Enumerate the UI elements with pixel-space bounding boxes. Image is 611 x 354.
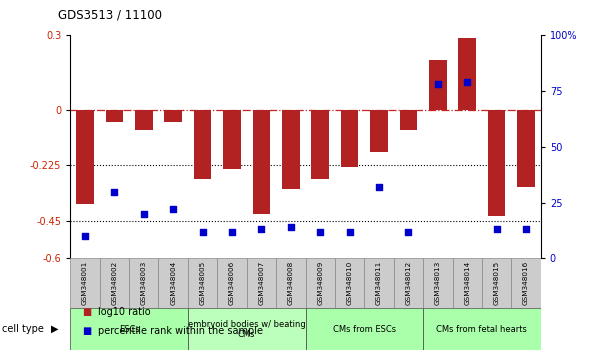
Bar [429, 60, 447, 110]
Bar [218, 258, 247, 308]
Bar [164, 110, 182, 122]
Text: GSM348008: GSM348008 [288, 261, 294, 305]
Bar [517, 110, 535, 187]
Text: GSM348005: GSM348005 [200, 261, 205, 305]
Point [109, 189, 119, 194]
Text: GSM348016: GSM348016 [523, 261, 529, 305]
Point [198, 229, 208, 234]
Bar [223, 110, 241, 169]
Text: GSM348007: GSM348007 [258, 261, 265, 305]
Point [315, 229, 325, 234]
Bar [158, 258, 188, 308]
Text: GSM348004: GSM348004 [170, 261, 176, 305]
Point [80, 233, 90, 239]
Point [227, 229, 237, 234]
Bar [252, 110, 270, 214]
Text: GSM348011: GSM348011 [376, 261, 382, 305]
Bar [400, 110, 417, 130]
Point [463, 79, 472, 85]
Point [492, 227, 502, 232]
Bar [364, 258, 393, 308]
Point [433, 82, 443, 87]
Bar [423, 258, 453, 308]
Text: CMs from fetal hearts: CMs from fetal hearts [436, 325, 527, 334]
Text: ▶: ▶ [51, 324, 58, 334]
Text: ESCs: ESCs [119, 325, 139, 334]
Bar [247, 258, 276, 308]
Point [139, 211, 148, 217]
Bar [70, 258, 100, 308]
Bar [188, 258, 218, 308]
Text: GSM348014: GSM348014 [464, 261, 470, 305]
Point [521, 227, 531, 232]
Bar [282, 110, 299, 189]
Bar [312, 110, 329, 179]
Text: embryoid bodies w/ beating
CMs: embryoid bodies w/ beating CMs [188, 320, 306, 339]
Text: GSM348012: GSM348012 [406, 261, 411, 305]
Bar [370, 110, 388, 152]
Point [286, 224, 296, 230]
Point [374, 184, 384, 190]
Text: log10 ratio: log10 ratio [98, 307, 150, 316]
Bar [100, 258, 129, 308]
Text: GSM348001: GSM348001 [82, 261, 88, 305]
Bar [511, 258, 541, 308]
Bar [106, 110, 123, 122]
Bar [335, 258, 364, 308]
Text: GSM348009: GSM348009 [317, 261, 323, 305]
Bar [276, 258, 306, 308]
Text: percentile rank within the sample: percentile rank within the sample [98, 326, 263, 336]
Bar [76, 110, 93, 204]
Point [168, 206, 178, 212]
Bar [70, 308, 188, 350]
Text: GDS3513 / 11100: GDS3513 / 11100 [58, 8, 162, 21]
Text: cell type: cell type [2, 324, 44, 334]
Bar [306, 258, 335, 308]
Bar [393, 258, 423, 308]
Text: CMs from ESCs: CMs from ESCs [333, 325, 396, 334]
Bar [488, 110, 505, 216]
Bar [482, 258, 511, 308]
Text: GSM348003: GSM348003 [141, 261, 147, 305]
Text: GSM348002: GSM348002 [111, 261, 117, 305]
Bar [135, 110, 153, 130]
Point [257, 227, 266, 232]
Bar [194, 110, 211, 179]
Bar [423, 308, 541, 350]
Bar [129, 258, 158, 308]
Point [345, 229, 354, 234]
Text: ■: ■ [82, 307, 92, 316]
Text: GSM348006: GSM348006 [229, 261, 235, 305]
Bar [453, 258, 482, 308]
Bar [341, 110, 359, 167]
Text: ■: ■ [82, 326, 92, 336]
Bar [458, 38, 476, 110]
Bar [306, 308, 423, 350]
Text: GSM348013: GSM348013 [435, 261, 441, 305]
Point [403, 229, 413, 234]
Text: GSM348010: GSM348010 [346, 261, 353, 305]
Bar [188, 308, 306, 350]
Text: GSM348015: GSM348015 [494, 261, 500, 305]
